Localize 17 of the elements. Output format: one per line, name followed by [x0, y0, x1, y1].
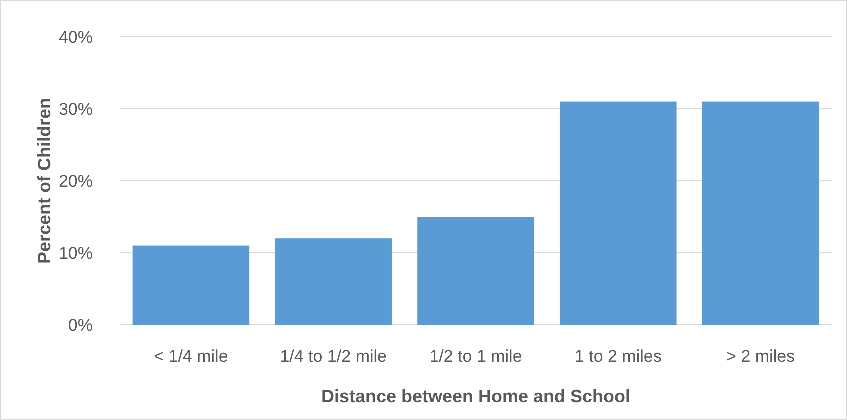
x-tick-label: 1/2 to 1 mile — [430, 346, 522, 366]
bar — [275, 238, 392, 325]
y-axis-title: Percent of Children — [34, 98, 54, 264]
x-tick-label: 1/4 to 1/2 mile — [280, 346, 387, 366]
y-tick-label: 10% — [58, 244, 93, 263]
y-tick-label: 40% — [58, 28, 93, 47]
y-tick-label: 30% — [58, 100, 93, 119]
x-tick-label: > 2 miles — [726, 346, 796, 366]
x-axis-title: Distance between Home and School — [321, 386, 631, 406]
bar — [560, 102, 677, 325]
x-tick-label: < 1/4 mile — [154, 346, 228, 366]
y-tick-label: 0% — [68, 316, 93, 335]
bar — [132, 246, 250, 325]
y-tick-label: 20% — [58, 172, 93, 191]
bar — [418, 217, 534, 325]
x-tick-label: 1 to 2 miles — [574, 346, 662, 366]
bar — [702, 102, 820, 325]
